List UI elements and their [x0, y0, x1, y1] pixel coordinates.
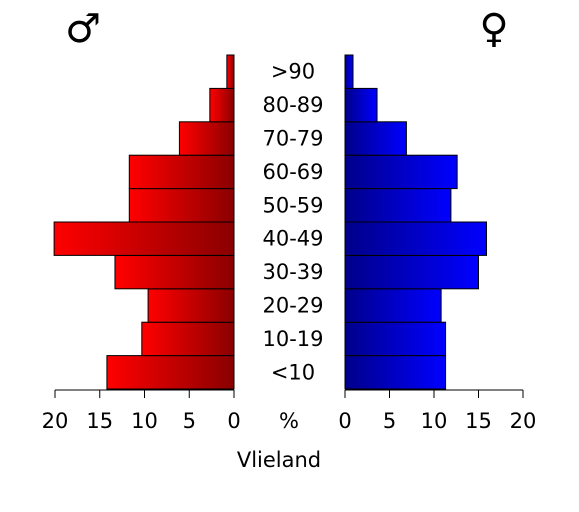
- male-bar: [53, 221, 235, 256]
- female-bar: [344, 355, 447, 390]
- age-group-label: 40-49: [262, 227, 323, 251]
- age-group-label: 50-59: [262, 193, 323, 217]
- male-bar: [178, 121, 235, 156]
- unit-label: %: [279, 409, 299, 433]
- age-group-label: 10-19: [262, 327, 323, 351]
- female-bar: [344, 154, 458, 190]
- male-bar: [128, 188, 235, 223]
- male-bar: [226, 54, 235, 89]
- tick-label: 15: [465, 409, 492, 433]
- age-group-label: >90: [271, 60, 315, 84]
- tick-label: 10: [131, 409, 158, 433]
- female-x-axis: 0 5 10 15 20: [338, 389, 537, 433]
- male-bar: [128, 154, 235, 190]
- female-bar: [344, 221, 488, 256]
- age-group-label: 20-29: [262, 294, 323, 318]
- age-group-label: 30-39: [262, 260, 323, 284]
- male-x-axis: 0 5 10 15 20: [42, 389, 241, 433]
- tick-label: 20: [42, 409, 69, 433]
- age-group-label: <10: [271, 360, 315, 384]
- tick-label: 20: [510, 409, 537, 433]
- age-group-label: 80-89: [262, 93, 323, 117]
- male-bars: [53, 54, 235, 390]
- female-bar: [344, 87, 378, 123]
- age-group-label: 70-79: [262, 127, 323, 151]
- male-bar: [147, 288, 235, 323]
- tick-label: 0: [338, 409, 351, 433]
- female-bar: [344, 288, 442, 323]
- tick-label: 15: [86, 409, 113, 433]
- female-bar: [344, 54, 354, 89]
- female-bar: [344, 254, 479, 290]
- age-group-labels: <10 10-19 20-29 30-39 40-49 50-59 60-69 70-79 80…: [262, 60, 323, 385]
- tick-label: 5: [183, 409, 196, 433]
- female-bar: [344, 321, 447, 357]
- tick-label: 0: [227, 409, 240, 433]
- female-bars: [344, 54, 488, 390]
- male-bar: [114, 254, 235, 290]
- male-bar: [141, 321, 235, 357]
- female-symbol-icon: ♀: [479, 6, 508, 52]
- chart-title: Vlieland: [237, 448, 321, 472]
- female-bar: [344, 188, 452, 223]
- tick-label: 5: [383, 409, 396, 433]
- age-group-label: 60-69: [262, 160, 323, 184]
- female-bar: [344, 121, 407, 156]
- tick-label: 10: [421, 409, 448, 433]
- male-bar: [106, 355, 235, 390]
- male-bar: [209, 87, 235, 123]
- male-symbol-icon: ♂: [65, 6, 101, 52]
